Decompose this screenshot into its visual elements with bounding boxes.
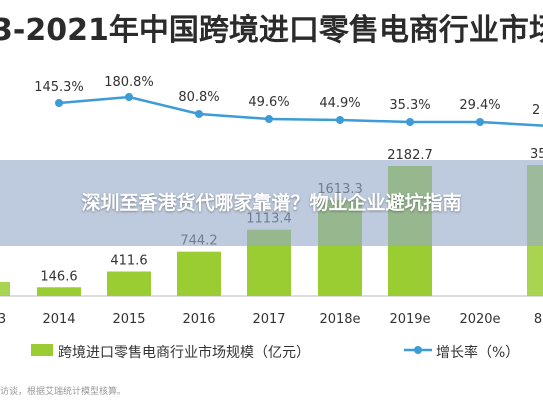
growth-label-4: 44.9% [319, 96, 360, 111]
x-tick-3: 3 [0, 312, 6, 327]
bar-label-2019e: 2182.7 [387, 148, 433, 163]
x-tick-8: 8 [534, 312, 542, 327]
x-tick-2015: 2015 [112, 312, 145, 327]
chart-title: 3-2021年中国跨境进口零售电商行业市场 [0, 13, 543, 48]
legend-line-marker [414, 346, 422, 354]
x-tick-2018e: 2018e [319, 312, 360, 327]
legend-bar-label: 跨境进口零售电商行业市场规模（亿元） [58, 345, 310, 361]
bar-2016 [177, 251, 221, 296]
legend-bar-swatch [31, 344, 53, 356]
growth-point-3 [265, 115, 273, 123]
bar-2015 [107, 271, 151, 296]
growth-point-6 [476, 118, 484, 126]
growth-point-2 [195, 110, 203, 118]
overlay-banner[interactable]: 深圳至香港货代哪家靠谱？物业企业避坑指南 [0, 160, 543, 246]
bar-edge-left [0, 282, 10, 296]
growth-label-3: 49.6% [248, 95, 289, 110]
growth-point-5 [406, 118, 414, 126]
bar-label-8: 35 [530, 147, 543, 162]
x-tick-2017: 2017 [252, 312, 285, 327]
banner-text: 深圳至香港货代哪家靠谱？物业企业避坑指南 [81, 192, 462, 214]
legend-line-label: 增长率（%） [436, 345, 520, 361]
growth-label-5: 35.3% [389, 98, 430, 113]
bar-2014 [37, 287, 81, 296]
source-note: 访谈，根据艾瑞统计模型核算。 [0, 387, 127, 397]
x-tick-2020e: 2020e [459, 312, 500, 327]
bar-label-2015: 411.6 [110, 253, 147, 268]
growth-label-1: 180.8% [104, 75, 154, 90]
growth-point-0 [55, 99, 63, 107]
growth-label-2: 80.8% [178, 90, 219, 105]
growth-label-7: 2 [532, 103, 540, 118]
x-tick-2016: 2016 [182, 312, 215, 327]
growth-point-4 [336, 116, 344, 124]
growth-label-6: 29.4% [459, 98, 500, 113]
x-tick-2019e: 2019e [389, 312, 430, 327]
growth-line [58, 95, 543, 127]
growth-label-0: 145.3% [34, 80, 84, 95]
growth-point-1 [125, 93, 133, 101]
bar-label-2014: 146.6 [40, 269, 77, 284]
x-tick-2014: 2014 [42, 312, 75, 327]
